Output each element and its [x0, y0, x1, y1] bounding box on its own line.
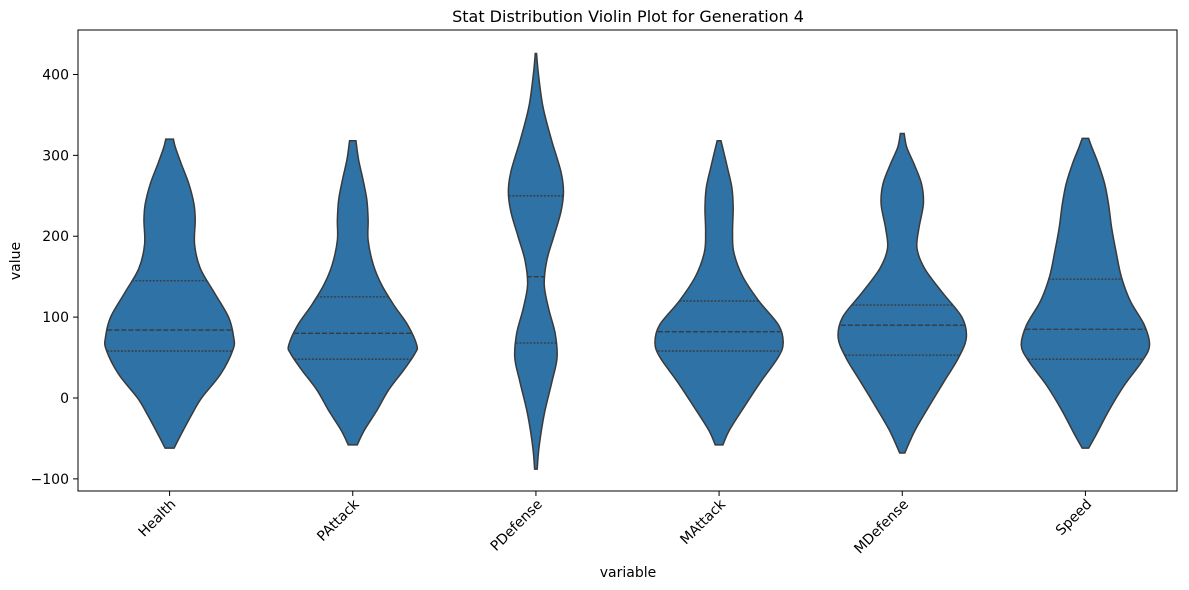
y-tick-label: 200 — [42, 229, 69, 245]
violin-mdefense — [837, 132, 968, 454]
y-tick-label: −100 — [31, 472, 69, 488]
violin-mattack — [654, 140, 784, 446]
violin-pattack — [287, 140, 419, 446]
x-tick-label: PDefense — [488, 497, 546, 555]
x-axis-title: variable — [600, 565, 656, 581]
x-tick-label: Speed — [1053, 497, 1095, 539]
y-tick-label: 0 — [60, 391, 69, 407]
x-tick-label: MAttack — [677, 496, 729, 548]
y-axis-title: value — [8, 242, 24, 280]
violin-health — [103, 138, 236, 449]
violin-pdefense — [507, 52, 565, 470]
violin-body — [1020, 137, 1151, 449]
violins-group — [103, 52, 1151, 470]
violin-body — [507, 52, 565, 470]
violin-body — [103, 138, 236, 449]
y-axis: −100 0 100 200 300 400 — [31, 67, 78, 488]
x-axis: Health PAttack PDefense MAttack MDefense Spee… — [136, 491, 1095, 558]
y-tick-label: 100 — [42, 310, 69, 326]
violin-speed — [1020, 137, 1151, 449]
y-tick-label: 300 — [42, 148, 69, 164]
violin-body — [654, 140, 784, 446]
violin-body — [837, 132, 968, 454]
plot-frame — [77, 29, 1178, 492]
y-tick-label: 400 — [42, 67, 69, 83]
chart-title: Stat Distribution Violin Plot for Genera… — [452, 7, 804, 26]
x-tick-label: Health — [136, 497, 180, 541]
violin-body — [287, 140, 419, 446]
x-tick-label: MDefense — [851, 497, 912, 558]
x-tick-label: PAttack — [314, 496, 363, 545]
